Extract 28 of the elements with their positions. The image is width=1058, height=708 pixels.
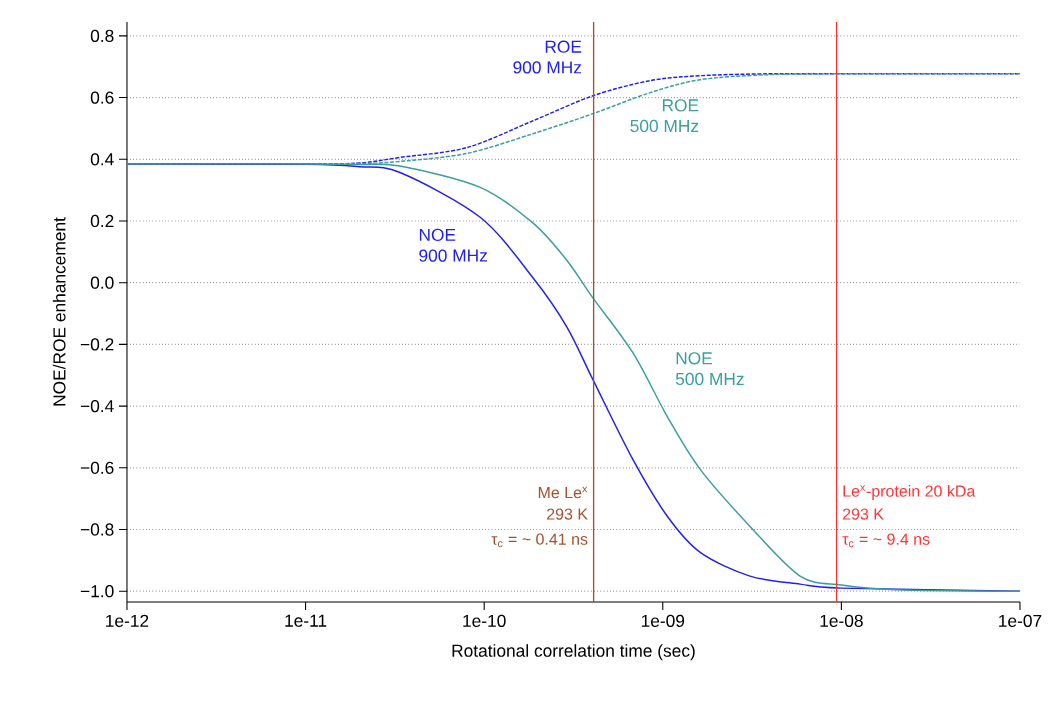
y-tick-label: −0.4 [80, 399, 114, 413]
y-tick-label: −1.0 [80, 585, 114, 598]
y-tick-label: −0.2 [80, 338, 114, 351]
y-tick-label: 0.8 [90, 29, 114, 43]
y-tick-label: 0.6 [90, 91, 114, 104]
x-tick-label: 1e-09 [641, 614, 685, 627]
annotation: τ$_{c}$ = ~ 9.4 ns [842, 533, 930, 548]
y-tick-label: 0.2 [90, 214, 114, 228]
x-axis-title: Rotational correlation time (sec) [452, 644, 695, 661]
y-tick-label: 0.4 [90, 153, 114, 166]
x-tick-label: 1e-08 [820, 614, 863, 627]
y-tick-label: −0.6 [80, 461, 114, 474]
series-label: ROE 900 MHz [513, 40, 582, 74]
annotation: τ$_{c}$ = ~ 0.41 ns [491, 533, 588, 548]
annotation: Le$^{x}$-protein 20 kDa [843, 485, 976, 500]
annotation: 293 K [842, 508, 884, 520]
annotation: 293 K [547, 508, 588, 520]
x-tick-label: 1e-12 [106, 614, 149, 627]
y-tick-label: 0.0 [90, 276, 114, 289]
annotation: Me Le$^{x}$ [538, 486, 588, 499]
series-label: NOE 500 MHz [675, 352, 744, 386]
series-label: ROE 500 MHz [630, 99, 699, 133]
y-tick-label: −0.8 [80, 523, 114, 536]
x-tick-label: 1e-07 [999, 614, 1042, 627]
x-tick-label: 1e-11 [285, 614, 327, 627]
x-tick-label: 1e-10 [463, 614, 506, 627]
y-axis-title: NOE/ROE enhancement [52, 217, 66, 406]
series-label: NOE 900 MHz [419, 228, 487, 262]
